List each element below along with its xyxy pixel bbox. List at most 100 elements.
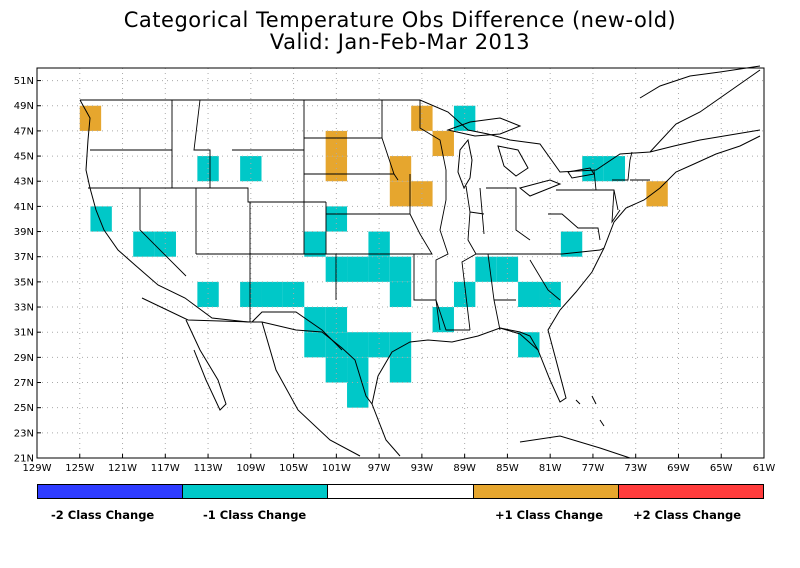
lon-tick-label: 69W xyxy=(667,463,690,474)
heatmap-cell xyxy=(432,307,454,333)
legend-swatch-minus2 xyxy=(38,485,183,498)
heatmap-cell xyxy=(389,256,412,282)
lon-tick-label: 97W xyxy=(368,463,391,474)
heatmap-cell xyxy=(282,281,305,308)
lake-erie xyxy=(518,179,562,197)
legend-swatch-minus1 xyxy=(182,485,328,498)
lat-tick-label: 23N xyxy=(14,428,34,439)
lake-superior xyxy=(446,117,522,137)
heatmap-cell xyxy=(475,256,497,282)
heatmap-cell xyxy=(560,231,583,257)
boundary-layer xyxy=(79,65,761,459)
lon-tick-label: 113W xyxy=(194,463,223,474)
heatmap-cell xyxy=(389,181,412,207)
heatmap-cell xyxy=(646,181,668,207)
legend-label-minus1: -1 Class Change xyxy=(203,508,307,522)
lon-tick-label: 73W xyxy=(624,463,647,474)
ticks-layer: 129W 125W 121W 117W 113W 109W 105W 101W 97W 93W 89… xyxy=(14,76,776,474)
lat-tick-label: 25N xyxy=(14,403,34,414)
heatmap-cell xyxy=(389,156,412,182)
heatmap-cell xyxy=(518,332,540,358)
lon-tick-label: 61W xyxy=(753,463,776,474)
chart-subtitle: Valid: Jan-Feb-Mar 2013 xyxy=(269,30,531,54)
lake-huron xyxy=(497,145,529,177)
heatmap-cell xyxy=(368,231,390,257)
heatmap-cell xyxy=(325,307,348,333)
heatmap-cell xyxy=(368,332,390,358)
state-lines xyxy=(88,99,650,331)
heatmap-cell xyxy=(90,206,112,232)
heatmap-cell xyxy=(539,281,561,308)
bahamas xyxy=(575,395,605,427)
heatmap-cell xyxy=(518,281,540,308)
heatmap-cell xyxy=(240,281,262,308)
mexico-border xyxy=(141,297,343,351)
cuba xyxy=(519,435,631,459)
legend-label-minus2: -2 Class Change xyxy=(51,508,155,522)
canada-border xyxy=(80,69,761,173)
plot-frame xyxy=(36,67,765,459)
heatmap-cell xyxy=(347,382,369,408)
legend-colorbar xyxy=(37,484,764,499)
heatmap-cell xyxy=(389,281,412,308)
heatmap-cell xyxy=(389,357,412,383)
lon-tick-label: 89W xyxy=(453,463,476,474)
lon-tick-label: 121W xyxy=(108,463,137,474)
lat-tick-label: 33N xyxy=(14,303,34,314)
heatmap-cell xyxy=(453,281,476,308)
lat-tick-label: 49N xyxy=(14,101,34,112)
lat-tick-label: 51N xyxy=(14,76,34,87)
lon-tick-label: 85W xyxy=(496,463,519,474)
legend-swatch-plus1 xyxy=(472,485,618,498)
lon-tick-label: 81W xyxy=(539,463,562,474)
lon-tick-label: 125W xyxy=(65,463,94,474)
mexico-coast xyxy=(261,321,401,457)
lon-tick-label: 93W xyxy=(411,463,434,474)
legend-label-plus1: +1 Class Change xyxy=(495,508,604,522)
legend-label-plus2: +2 Class Change xyxy=(633,508,742,522)
lat-tick-label: 31N xyxy=(14,328,34,339)
heatmap-cell xyxy=(154,231,176,257)
lat-tick-label: 45N xyxy=(14,152,34,163)
lon-tick-label: 109W xyxy=(236,463,265,474)
chart-title: Categorical Temperature Obs Difference (… xyxy=(123,8,677,32)
lon-tick-label: 101W xyxy=(322,463,351,474)
lat-tick-label: 35N xyxy=(14,277,34,288)
heatmap-cell xyxy=(304,332,326,358)
lat-tick-label: 43N xyxy=(14,177,34,188)
heatmap-cell xyxy=(325,357,348,383)
lat-tick-label: 47N xyxy=(14,126,34,137)
lat-tick-label: 21N xyxy=(14,454,34,465)
lat-tick-label: 29N xyxy=(14,353,34,364)
heatmap-cell xyxy=(261,281,283,308)
lon-tick-label: 77W xyxy=(582,463,605,474)
gulf-coast xyxy=(499,327,539,351)
us-outline xyxy=(79,99,761,406)
baja xyxy=(185,319,227,411)
heatmap-cell xyxy=(133,231,155,257)
heatmap-cell xyxy=(368,256,390,282)
grid-layer xyxy=(37,68,764,458)
lon-tick-label: 65W xyxy=(710,463,733,474)
heatmap-cell xyxy=(603,156,626,182)
lon-tick-label: 117W xyxy=(151,463,180,474)
heatmap-cell xyxy=(304,231,326,257)
heatmap-cell xyxy=(304,307,326,333)
lon-tick-label: 129W xyxy=(23,463,52,474)
lon-tick-label: 105W xyxy=(279,463,308,474)
heatmap-cell xyxy=(347,332,369,358)
heatmap-cell xyxy=(197,281,219,308)
heatmap-cell xyxy=(432,130,454,157)
legend-swatch-zero xyxy=(327,485,473,498)
lat-tick-label: 41N xyxy=(14,202,34,213)
heatmap-cell xyxy=(347,256,369,282)
quebec-coast xyxy=(649,129,761,153)
lat-tick-label: 27N xyxy=(14,378,34,389)
heatmap-cell xyxy=(496,256,519,282)
legend-swatch-plus2 xyxy=(617,485,764,498)
heatmap-cell xyxy=(389,332,412,358)
lat-tick-label: 37N xyxy=(14,252,34,263)
lake-michigan xyxy=(457,138,473,190)
lat-tick-label: 39N xyxy=(14,227,34,238)
